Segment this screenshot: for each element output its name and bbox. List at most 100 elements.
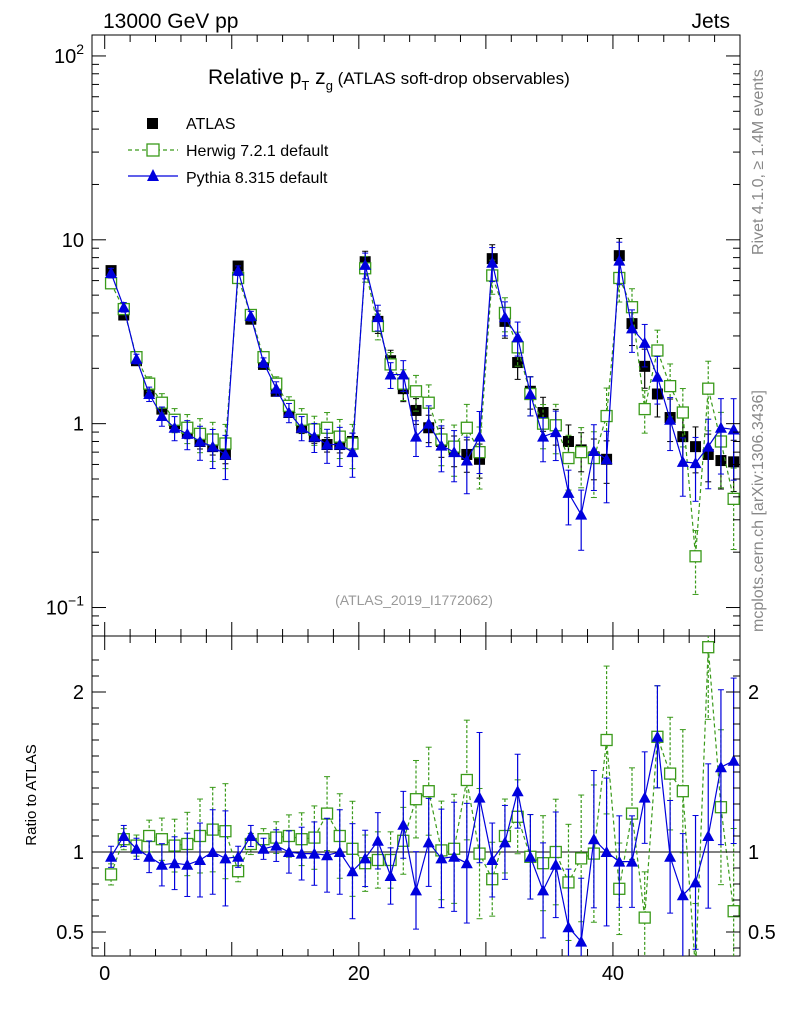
point-pythia <box>549 426 562 438</box>
ratio-point-pythia <box>511 785 524 797</box>
point-herwig <box>575 445 588 459</box>
ratio-y-tick-label-right: 0.5 <box>748 922 776 944</box>
point-pythia <box>537 430 550 442</box>
ratio-point-pythia <box>524 850 537 862</box>
point-herwig <box>689 550 702 563</box>
ratio-point-pythia <box>257 842 270 854</box>
point-pythia <box>130 352 143 364</box>
legend-marker-pythia <box>147 169 159 181</box>
point-pythia <box>676 455 689 467</box>
ratio-point-pythia <box>727 754 740 766</box>
point-pythia <box>511 331 524 343</box>
ratio-point-pythia <box>626 855 638 867</box>
ratio-point-pythia <box>600 846 613 857</box>
point-data <box>677 431 689 443</box>
point-pythia <box>587 445 600 457</box>
legend-label-data: ATLAS <box>186 116 236 133</box>
ratio-point-herwig <box>422 785 435 798</box>
point-pythia <box>498 311 511 323</box>
point-herwig <box>562 451 575 465</box>
plot-title-rest: (ATLAS soft-drop observables) <box>333 69 570 88</box>
line-pythia <box>110 260 734 517</box>
ratio-point-herwig <box>663 767 677 780</box>
rivet-version-label: Rivet 4.1.0, ≥ 1.4M events <box>750 69 767 255</box>
ratio-y-tick-label-right: 2 <box>748 682 759 704</box>
ratio-point-pythia <box>460 857 473 869</box>
ratio-y-tick-label-left: 0.5 <box>56 922 84 944</box>
ratio-point-pythia <box>587 833 600 845</box>
ratio-line-herwig <box>110 647 735 956</box>
ratio-point-herwig <box>702 641 715 654</box>
legend: ATLAS Herwig 7.2.1 default Pythia 8.315 … <box>128 116 329 187</box>
point-pythia <box>295 421 308 433</box>
point-herwig <box>727 492 740 505</box>
ratio-point-pythia <box>714 761 727 773</box>
ratio-point-herwig <box>409 793 423 806</box>
ratio-point-pythia <box>371 834 384 846</box>
ratio-point-pythia <box>117 830 130 841</box>
legend-marker-data <box>147 118 158 129</box>
main-y-tick-exp: 2 <box>76 41 84 57</box>
x-tick-label: 40 <box>602 963 624 985</box>
point-pythia <box>206 440 219 452</box>
series-herwig <box>104 255 740 595</box>
source-label: mcplots.cern.ch [arXiv:1306.3436] <box>750 390 767 632</box>
ratio-point-pythia <box>689 876 702 888</box>
point-herwig <box>600 409 613 423</box>
legend-label-herwig: Herwig 7.2.1 default <box>186 143 329 160</box>
point-pythia <box>435 439 448 451</box>
ratio-point-pythia <box>549 858 562 870</box>
point-pythia <box>702 440 715 452</box>
ratio-point-pythia <box>498 836 511 848</box>
ratio-point-pythia <box>664 850 677 862</box>
x-tick-label: 20 <box>348 963 370 985</box>
ratio-series-pythia <box>105 677 740 956</box>
ratio-point-pythia <box>308 847 321 859</box>
point-pythia <box>105 266 118 278</box>
ratio-point-pythia <box>219 852 232 864</box>
point-herwig <box>663 379 677 393</box>
ratio-point-pythia <box>270 839 283 851</box>
point-pythia <box>575 508 588 520</box>
point-pythia <box>168 421 181 433</box>
ratio-point-pythia <box>181 858 194 870</box>
main-y-tick-base: 10 <box>46 598 68 620</box>
point-pythia <box>219 448 232 460</box>
main-plot-layer <box>104 237 740 595</box>
ratio-point-herwig <box>690 965 701 976</box>
point-pythia <box>371 311 384 323</box>
point-pythia <box>143 387 156 399</box>
plot-title-sub-t: T <box>301 78 309 93</box>
ratio-point-pythia <box>651 730 664 742</box>
main-y-tick-exp: −1 <box>68 593 84 609</box>
point-pythia <box>181 427 194 439</box>
point-pythia <box>626 322 638 334</box>
ratio-point-pythia <box>295 847 308 859</box>
point-herwig <box>676 406 689 419</box>
ratio-plot-layer <box>92 636 740 976</box>
point-pythia <box>448 446 461 458</box>
analysis-id: (ATLAS_2019_I1772062) <box>335 592 493 608</box>
ratio-point-pythia <box>702 830 715 841</box>
ratio-point-herwig <box>460 773 473 787</box>
plot-title-main: Relative p <box>208 66 301 89</box>
ratio-point-pythia <box>346 865 359 877</box>
ratio-y-tick-label-left: 2 <box>73 682 84 704</box>
point-pythia <box>689 457 702 469</box>
ratio-point-pythia <box>206 846 219 857</box>
ratio-point-pythia <box>194 854 206 865</box>
ratio-point-herwig <box>600 733 613 747</box>
ratio-point-herwig <box>727 905 740 918</box>
plot-title: Relative pT zg (ATLAS soft-drop observab… <box>208 66 570 93</box>
point-pythia <box>346 446 359 458</box>
point-pythia <box>282 406 295 418</box>
ratio-point-pythia <box>105 850 118 862</box>
main-y-tick-base: 10 <box>54 46 76 68</box>
point-pythia <box>562 486 575 498</box>
ratio-point-pythia <box>537 884 550 896</box>
point-pythia <box>714 421 727 433</box>
ratio-point-pythia <box>359 852 372 864</box>
point-pythia <box>117 301 130 313</box>
ratio-point-pythia <box>448 850 461 862</box>
ratio-point-pythia <box>410 884 422 896</box>
